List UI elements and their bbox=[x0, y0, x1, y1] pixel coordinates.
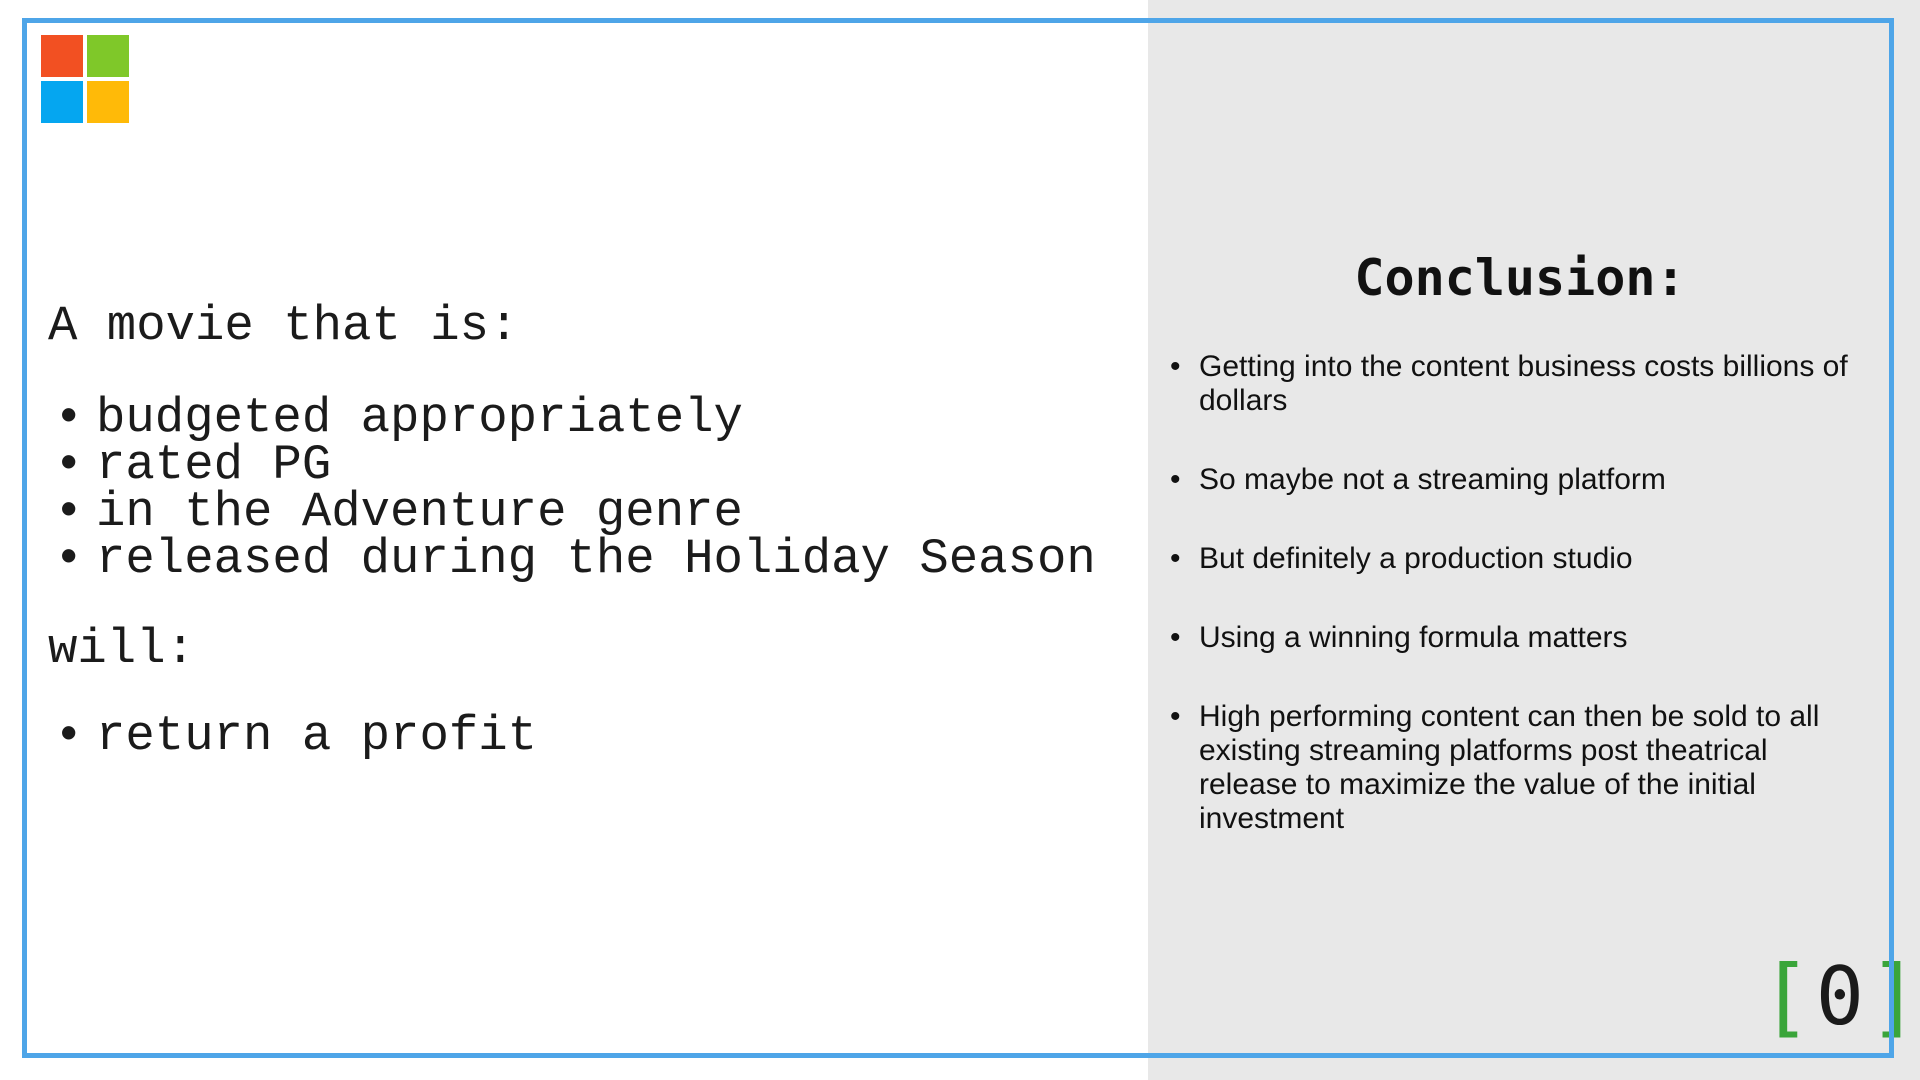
bullet-icon: • bbox=[54, 708, 84, 764]
list-item: • Getting into the content business costs… bbox=[1170, 350, 1848, 417]
bullet-icon: • bbox=[54, 390, 84, 446]
will-label: will: bbox=[48, 621, 196, 677]
criteria-list: • budgeted appropriately • rated PG • in th… bbox=[48, 390, 1096, 587]
bullet-icon: • bbox=[1170, 542, 1181, 575]
list-item: • But definitely a production studio bbox=[1170, 542, 1633, 575]
conclusion-title: Conclusion: bbox=[1354, 249, 1686, 307]
list-item: • So maybe not a streaming platform bbox=[1170, 463, 1666, 496]
list-item: • Using a winning formula matters bbox=[1170, 621, 1628, 654]
logo-green-square bbox=[87, 35, 129, 77]
bullet-icon: • bbox=[54, 437, 84, 493]
right-panel bbox=[1148, 0, 1920, 1080]
bullet-icon: • bbox=[1170, 463, 1181, 496]
four-square-logo-icon bbox=[41, 35, 129, 123]
list-item: • released during the Holiday Season bbox=[54, 531, 1096, 587]
list-item: • rated PG bbox=[54, 437, 332, 493]
outcomes-list: • return a profit bbox=[48, 708, 1096, 764]
left-content: A movie that is: • budgeted appropriately… bbox=[48, 298, 1096, 764]
logo-blue-square bbox=[41, 81, 83, 123]
list-item: • in the Adventure genre bbox=[54, 484, 743, 540]
brand-close-bracket: ] bbox=[1867, 947, 1920, 1047]
conclusion-section: Conclusion: • Getting into the content bu… bbox=[1170, 248, 1870, 881]
brand-open-bracket: [ bbox=[1760, 947, 1812, 1047]
logo-red-square bbox=[41, 35, 83, 77]
list-item: • budgeted appropriately bbox=[54, 390, 743, 446]
bracket-zero-logo: [ 0 ] bbox=[1760, 947, 1920, 1047]
lead-text: A movie that is: bbox=[48, 298, 519, 354]
bullet-icon: • bbox=[1170, 350, 1181, 383]
brand-zero: 0 bbox=[1815, 950, 1864, 1043]
logo-yellow-square bbox=[87, 81, 129, 123]
list-item: • return a profit bbox=[54, 708, 538, 764]
bullet-icon: • bbox=[1170, 700, 1181, 733]
conclusion-list: • Getting into the content business costs… bbox=[1170, 350, 1870, 836]
bullet-icon: • bbox=[54, 484, 84, 540]
list-item: • High performing content can then be sol… bbox=[1170, 700, 1820, 835]
bullet-icon: • bbox=[54, 531, 84, 587]
bullet-icon: • bbox=[1170, 621, 1181, 654]
